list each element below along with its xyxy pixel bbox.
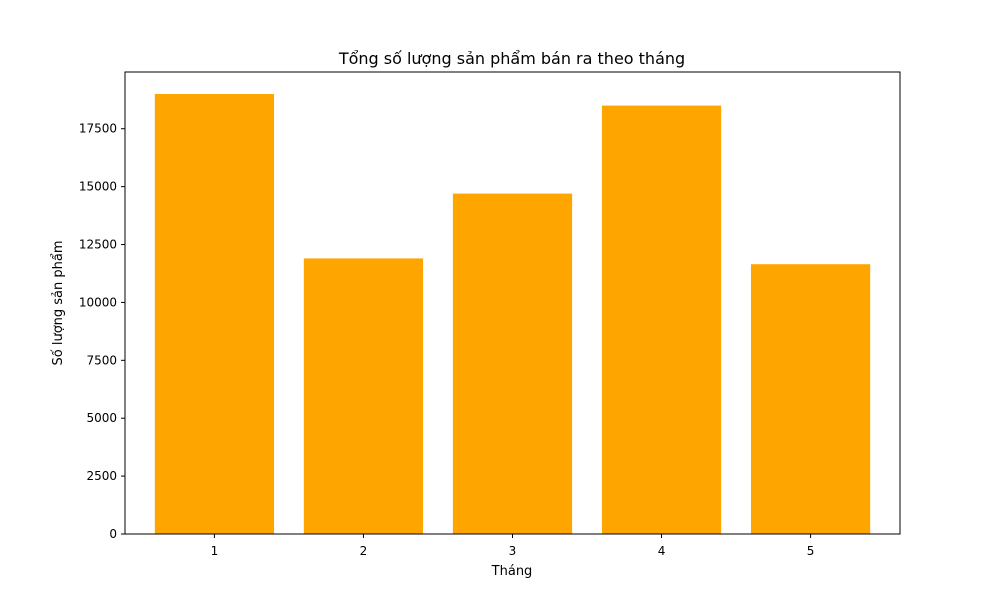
bars-group [154, 94, 871, 534]
x-axis-label: Tháng [491, 564, 533, 579]
x-tick-label: 2 [360, 544, 368, 558]
y-tick-label: 17500 [79, 122, 117, 136]
y-tick-label: 12500 [79, 238, 117, 252]
y-tick-label: 5000 [86, 411, 117, 425]
bar-month-4 [601, 105, 722, 534]
bar-month-2 [303, 258, 424, 534]
y-tick-label: 0 [109, 527, 117, 541]
x-axis-ticks: 1 2 3 4 5 [211, 534, 815, 558]
bar-month-1 [154, 94, 275, 534]
y-axis-label: Số lượng sản phẩm [51, 241, 66, 366]
x-tick-label: 5 [807, 544, 815, 558]
chart-title: Tổng số lượng sản phẩm bán ra theo tháng [338, 49, 685, 68]
bar-month-3 [452, 193, 573, 534]
y-tick-label: 2500 [86, 469, 117, 483]
y-tick-label: 15000 [79, 180, 117, 194]
y-tick-label: 10000 [79, 295, 117, 309]
x-tick-label: 1 [211, 544, 219, 558]
y-tick-label: 7500 [86, 353, 117, 367]
plot-frame [124, 71, 901, 535]
x-tick-label: 3 [509, 544, 517, 558]
bar-month-5 [750, 264, 871, 534]
y-axis-ticks: 0 2500 5000 7500 10000 12500 15000 17500 [79, 122, 125, 541]
x-tick-label: 4 [658, 544, 666, 558]
